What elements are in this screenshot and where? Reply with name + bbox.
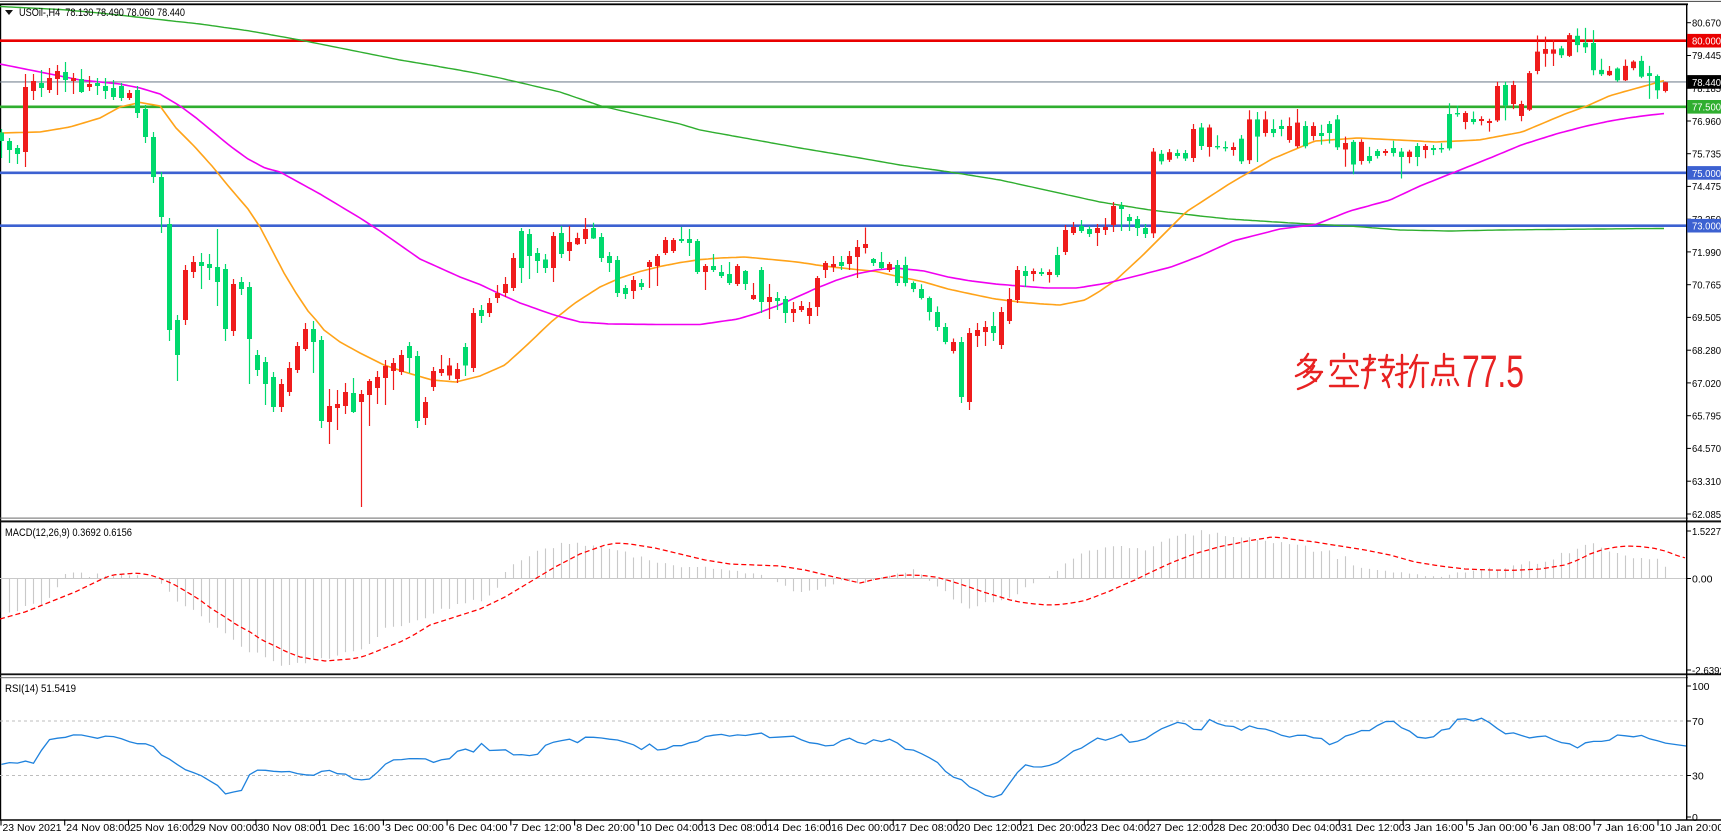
svg-text:24 Nov 08:00: 24 Nov 08:00 [66,823,130,834]
svg-text:10 Dec 04:00: 10 Dec 04:00 [640,823,704,834]
svg-text:RSI(14) 51.5419: RSI(14) 51.5419 [5,683,76,695]
svg-text:75.000: 75.000 [1692,168,1721,180]
svg-text:70.765: 70.765 [1692,280,1721,292]
svg-text:0.00: 0.00 [1692,573,1713,585]
svg-text:62.085: 62.085 [1692,509,1721,521]
svg-text:27 Dec 12:00: 27 Dec 12:00 [1150,823,1214,834]
svg-text:76.960: 76.960 [1692,116,1721,128]
svg-text:0: 0 [1692,812,1698,824]
svg-text:13 Dec 08:00: 13 Dec 08:00 [704,823,768,834]
svg-text:14 Dec 16:00: 14 Dec 16:00 [767,823,831,834]
svg-text:64.570: 64.570 [1692,443,1721,455]
svg-text:3 Jan 16:00: 3 Jan 16:00 [1405,823,1464,834]
svg-text:7 Jan 16:00: 7 Jan 16:00 [1596,823,1655,834]
svg-text:70: 70 [1692,716,1704,728]
svg-text:65.795: 65.795 [1692,411,1721,423]
svg-text:16 Dec 00:00: 16 Dec 00:00 [831,823,895,834]
svg-text:30 Nov 08:00: 30 Nov 08:00 [257,823,321,834]
svg-text:USOil-,H4 78.130 78.490 78.06: USOil-,H4 78.130 78.490 78.060 78.440 [19,7,185,19]
svg-text:31 Dec 12:00: 31 Dec 12:00 [1341,823,1405,834]
svg-text:77.5: 77.5 [1462,346,1524,397]
svg-text:29 Nov 00:00: 29 Nov 00:00 [194,823,258,834]
svg-text:63.310: 63.310 [1692,476,1721,488]
svg-text:100: 100 [1692,681,1710,693]
svg-text:71.990: 71.990 [1692,247,1721,259]
svg-text:8 Dec 20:00: 8 Dec 20:00 [576,823,635,834]
svg-text:74.475: 74.475 [1692,181,1721,193]
svg-text:23 Nov 2021: 23 Nov 2021 [3,823,62,834]
svg-text:6 Dec 04:00: 6 Dec 04:00 [449,823,508,834]
svg-text:69.505: 69.505 [1692,312,1721,324]
svg-text:20 Dec 12:00: 20 Dec 12:00 [958,823,1022,834]
svg-text:23 Dec 04:00: 23 Dec 04:00 [1086,823,1150,834]
svg-text:80.670: 80.670 [1692,18,1721,30]
svg-text:68.280: 68.280 [1692,345,1721,357]
svg-text:1.5227: 1.5227 [1692,526,1721,538]
svg-text:10 Jan 20:00: 10 Jan 20:00 [1660,823,1721,834]
svg-text:MACD(12,26,9) 0.3692 0.6156: MACD(12,26,9) 0.3692 0.6156 [5,527,132,539]
svg-text:25 Nov 16:00: 25 Nov 16:00 [130,823,194,834]
svg-text:21 Dec 20:00: 21 Dec 20:00 [1022,823,1086,834]
svg-text:6 Jan 08:00: 6 Jan 08:00 [1532,823,1591,834]
svg-text:78.440: 78.440 [1692,77,1721,89]
svg-text:73.000: 73.000 [1692,221,1721,233]
svg-text:67.020: 67.020 [1692,378,1721,390]
svg-text:28 Dec 20:00: 28 Dec 20:00 [1213,823,1277,834]
svg-text:30: 30 [1692,770,1704,782]
svg-text:-2.6392: -2.6392 [1692,665,1721,677]
svg-text:3 Dec 00:00: 3 Dec 00:00 [385,823,444,834]
svg-text:1 Dec 16:00: 1 Dec 16:00 [321,823,380,834]
svg-text:5 Jan 00:00: 5 Jan 00:00 [1468,823,1527,834]
svg-text:7 Dec 12:00: 7 Dec 12:00 [512,823,571,834]
svg-text:79.445: 79.445 [1692,50,1721,62]
svg-text:77.500: 77.500 [1692,102,1721,114]
svg-text:30 Dec 04:00: 30 Dec 04:00 [1277,823,1341,834]
svg-text:17 Dec 08:00: 17 Dec 08:00 [895,823,959,834]
svg-text:80.000: 80.000 [1692,36,1721,48]
svg-text:75.735: 75.735 [1692,149,1721,161]
